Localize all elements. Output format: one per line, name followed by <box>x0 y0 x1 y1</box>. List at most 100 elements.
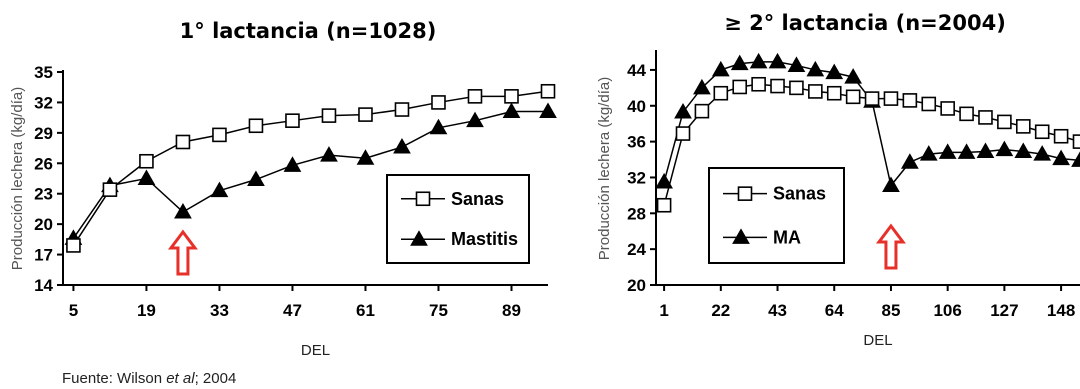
x-tick-label: 47 <box>283 301 302 320</box>
arrow-icon <box>167 229 198 276</box>
legend-marker-sanas <box>415 191 431 207</box>
data-point-sanas <box>285 113 300 128</box>
data-point-mastitis <box>466 111 484 128</box>
data-point-mastitis <box>320 146 338 162</box>
data-point-ma <box>957 143 976 159</box>
y-tick-label: 26 <box>34 154 53 173</box>
data-point-mastitis <box>137 169 156 185</box>
data-point-mastitis <box>210 181 229 198</box>
data-point-sanas <box>1015 119 1031 134</box>
data-point-sanas <box>1072 134 1080 149</box>
data-point-ma <box>1071 151 1080 167</box>
y-tick-label: 17 <box>34 246 53 265</box>
data-point-ma <box>938 143 957 159</box>
data-point-ma <box>655 172 673 189</box>
chart-title: 1° lactancia (n=1028) <box>180 19 437 43</box>
data-point-ma <box>1033 145 1052 161</box>
source-note: Fuente: Wilson et al; 2004 <box>62 370 236 387</box>
data-point-ma <box>787 56 806 72</box>
data-point-sanas <box>770 78 785 94</box>
data-point-mastitis <box>174 202 192 219</box>
x-axis-label: DEL <box>301 342 330 359</box>
data-point-sanas <box>321 108 337 123</box>
legend-marker-sanas <box>737 186 753 201</box>
data-point-mastitis <box>247 170 265 187</box>
data-point-ma <box>900 153 919 169</box>
source-italic: et al <box>166 370 195 387</box>
chart-title: ≥ 2° lactancia (n=2004) <box>724 11 1006 35</box>
chart-1: 1° lactancia (n=1028) 14 17 20 23 26 29 32 35 5 19… <box>9 19 557 359</box>
data-point-ma <box>749 52 768 69</box>
y-axis-label: Producción lechera (kg/día) <box>9 87 26 270</box>
data-point-mastitis <box>502 102 521 119</box>
x-tick-label: 33 <box>210 301 229 320</box>
data-point-sanas <box>358 107 373 122</box>
source-year: ; 2004 <box>195 370 237 387</box>
legend-label-sanas: Sanas <box>773 184 826 204</box>
data-point-sanas <box>675 126 691 141</box>
legend-label-mastitis: Mastitis <box>451 229 518 249</box>
data-point-sanas <box>902 93 918 108</box>
x-tick-label: 1 <box>659 301 668 320</box>
data-point-sanas <box>656 197 672 213</box>
data-point-sanas <box>940 101 955 116</box>
x-tick-label: 127 <box>990 301 1018 320</box>
data-point-sanas <box>883 91 899 106</box>
data-point-ma <box>768 52 787 69</box>
data-point-sanas <box>959 106 974 122</box>
data-point-sanas <box>504 89 519 104</box>
y-tick-label: 24 <box>627 240 646 259</box>
x-tick-label: 64 <box>825 301 844 320</box>
data-point-ma <box>976 142 995 158</box>
data-point-ma <box>730 54 749 71</box>
x-tick-label: 75 <box>429 301 448 320</box>
data-point-sanas <box>540 83 556 99</box>
source-text: Fuente: Wilson <box>62 370 166 387</box>
legend-marker-mastitis <box>410 230 428 246</box>
y-tick-label: 28 <box>627 204 646 223</box>
data-point-sanas <box>175 134 191 150</box>
data-point-mastitis <box>539 102 557 119</box>
data-point-sanas <box>808 84 823 99</box>
arrow-icon <box>875 223 906 270</box>
y-tick-label: 20 <box>627 276 646 295</box>
x-tick-label: 85 <box>881 301 900 320</box>
legend: Sanas MA <box>708 167 845 264</box>
data-point-sanas <box>394 102 410 117</box>
x-axis-label: DEL <box>863 332 892 349</box>
data-point-sanas <box>248 118 264 134</box>
data-point-sanas <box>102 182 118 197</box>
data-point-sanas <box>864 91 880 106</box>
legend-box <box>386 174 530 264</box>
data-point-sanas <box>826 85 842 101</box>
data-point-sanas <box>921 96 937 112</box>
data-point-sanas <box>139 153 154 169</box>
legend: Sanas Mastitis <box>386 174 530 264</box>
legend-label-sanas: Sanas <box>451 189 504 209</box>
data-point-sanas <box>997 114 1012 130</box>
data-point-sanas <box>431 95 446 110</box>
data-point-sanas <box>789 80 804 96</box>
data-point-ma <box>674 103 692 119</box>
y-tick-label: 36 <box>627 133 646 152</box>
y-axis-label: Producción lechera (kg/día) <box>596 77 613 260</box>
y-tick-label: 20 <box>34 215 53 234</box>
x-tick-label: 106 <box>933 301 961 320</box>
y-tick-label: 32 <box>627 168 646 187</box>
y-tick-label: 29 <box>34 124 53 143</box>
data-point-ma <box>1014 142 1033 158</box>
x-tick-label: 61 <box>356 301 375 320</box>
data-point-ma <box>1052 149 1070 166</box>
x-tick-label: 19 <box>137 301 156 320</box>
data-point-sanas <box>694 103 710 119</box>
chart-2: ≥ 2° lactancia (n=2004) 20 24 28 32 36 40 44 1 22… <box>596 11 1080 349</box>
data-point-sanas <box>751 76 766 92</box>
x-tick-label: 22 <box>711 301 730 320</box>
legend-marker-ma <box>732 228 750 244</box>
y-tick-label: 35 <box>34 63 53 82</box>
data-point-sanas <box>732 79 748 95</box>
data-point-ma <box>825 63 844 80</box>
y-tick-label: 23 <box>34 185 53 204</box>
x-tick-label: 89 <box>502 301 521 320</box>
